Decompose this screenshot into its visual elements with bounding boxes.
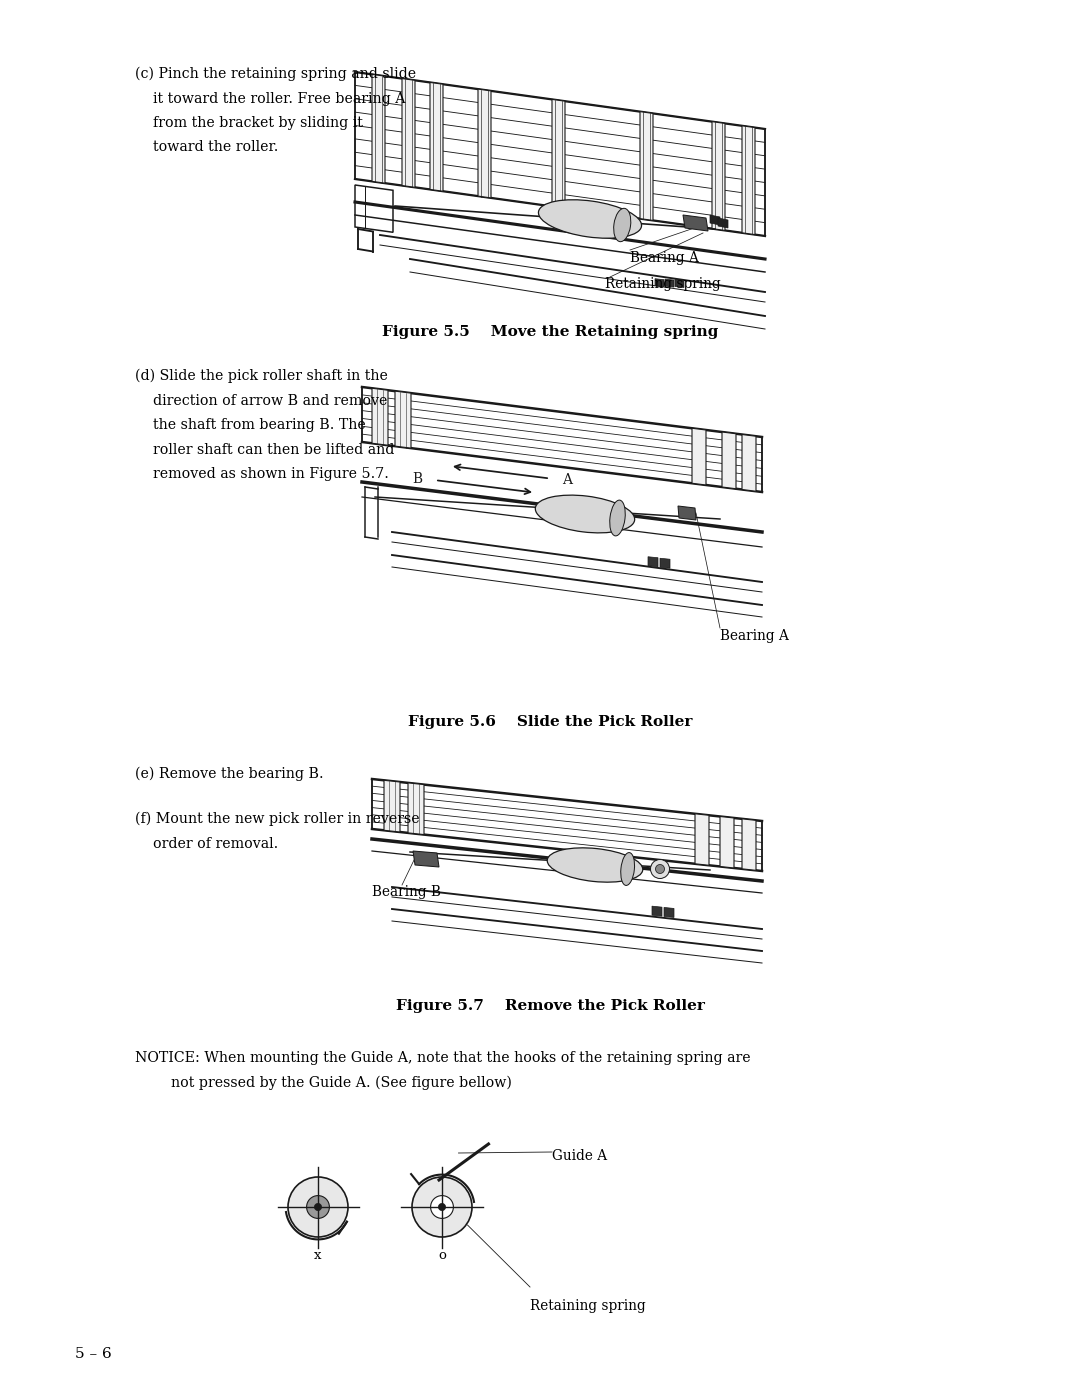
Polygon shape [413, 851, 438, 868]
Polygon shape [640, 112, 653, 221]
Polygon shape [696, 814, 708, 865]
Ellipse shape [610, 500, 625, 536]
Text: roller shaft can then be lifted and: roller shaft can then be lifted and [135, 443, 394, 457]
Circle shape [431, 1196, 454, 1218]
Polygon shape [742, 126, 755, 235]
Text: order of removal.: order of removal. [135, 837, 279, 851]
Circle shape [656, 865, 664, 873]
Text: B: B [411, 472, 422, 486]
Circle shape [307, 1196, 329, 1218]
Text: removed as shown in Figure 5.7.: removed as shown in Figure 5.7. [135, 467, 389, 481]
Polygon shape [683, 215, 708, 231]
Ellipse shape [613, 208, 631, 242]
Text: Retaining spring: Retaining spring [530, 1299, 646, 1313]
Text: 5 – 6: 5 – 6 [75, 1347, 111, 1361]
Polygon shape [712, 122, 725, 231]
Circle shape [650, 859, 670, 879]
Polygon shape [665, 279, 674, 288]
Text: Figure 5.7    Remove the Pick Roller: Figure 5.7 Remove the Pick Roller [395, 999, 704, 1013]
Text: (c) Pinch the retaining spring and slide: (c) Pinch the retaining spring and slide [135, 67, 416, 81]
Ellipse shape [548, 848, 643, 882]
Polygon shape [478, 89, 491, 198]
Text: Figure 5.5    Move the Retaining spring: Figure 5.5 Move the Retaining spring [382, 326, 718, 339]
Polygon shape [430, 82, 443, 191]
Polygon shape [710, 215, 720, 225]
Polygon shape [652, 907, 662, 916]
Text: Bearing A: Bearing A [720, 629, 788, 643]
Text: the shaft from bearing B. The: the shaft from bearing B. The [135, 418, 366, 432]
Polygon shape [384, 781, 400, 833]
Circle shape [411, 1178, 472, 1236]
Circle shape [314, 1203, 322, 1211]
Polygon shape [552, 99, 565, 208]
Text: Bearing B: Bearing B [372, 886, 441, 900]
Polygon shape [664, 908, 674, 918]
Polygon shape [395, 391, 411, 448]
Polygon shape [742, 434, 756, 492]
Text: Bearing A: Bearing A [630, 251, 699, 265]
Text: (d) Slide the pick roller shaft in the: (d) Slide the pick roller shaft in the [135, 369, 388, 383]
Circle shape [288, 1178, 348, 1236]
Polygon shape [678, 506, 696, 520]
Text: from the bracket by sliding it: from the bracket by sliding it [135, 116, 363, 130]
Ellipse shape [539, 200, 642, 239]
Polygon shape [402, 78, 415, 187]
Text: it toward the roller. Free bearing A: it toward the roller. Free bearing A [135, 91, 405, 106]
Text: (f) Mount the new pick roller in reverse: (f) Mount the new pick roller in reverse [135, 812, 420, 827]
Text: toward the roller.: toward the roller. [135, 141, 279, 155]
Polygon shape [718, 218, 728, 228]
Polygon shape [742, 819, 756, 870]
Polygon shape [372, 388, 388, 446]
Text: Guide A: Guide A [552, 1148, 607, 1162]
Circle shape [438, 1203, 446, 1211]
Text: (e) Remove the bearing B.: (e) Remove the bearing B. [135, 767, 324, 781]
Ellipse shape [621, 852, 635, 886]
Polygon shape [654, 279, 664, 286]
Text: Figure 5.6    Slide the Pick Roller: Figure 5.6 Slide the Pick Roller [408, 715, 692, 729]
Text: not pressed by the Guide A. (See figure bellow): not pressed by the Guide A. (See figure … [135, 1076, 512, 1090]
Text: A: A [562, 474, 572, 488]
Polygon shape [372, 74, 384, 183]
Text: Retaining spring: Retaining spring [605, 277, 720, 291]
Text: o: o [438, 1249, 446, 1261]
Text: x: x [314, 1249, 322, 1261]
Text: NOTICE: When mounting the Guide A, note that the hooks of the retaining spring a: NOTICE: When mounting the Guide A, note … [135, 1051, 751, 1065]
Polygon shape [692, 429, 706, 485]
Text: direction of arrow B and remove: direction of arrow B and remove [135, 394, 388, 408]
Ellipse shape [536, 495, 635, 532]
Polygon shape [660, 559, 670, 569]
Polygon shape [720, 816, 734, 868]
Polygon shape [723, 432, 735, 489]
Polygon shape [648, 557, 658, 567]
Polygon shape [675, 279, 684, 288]
Polygon shape [408, 782, 424, 834]
